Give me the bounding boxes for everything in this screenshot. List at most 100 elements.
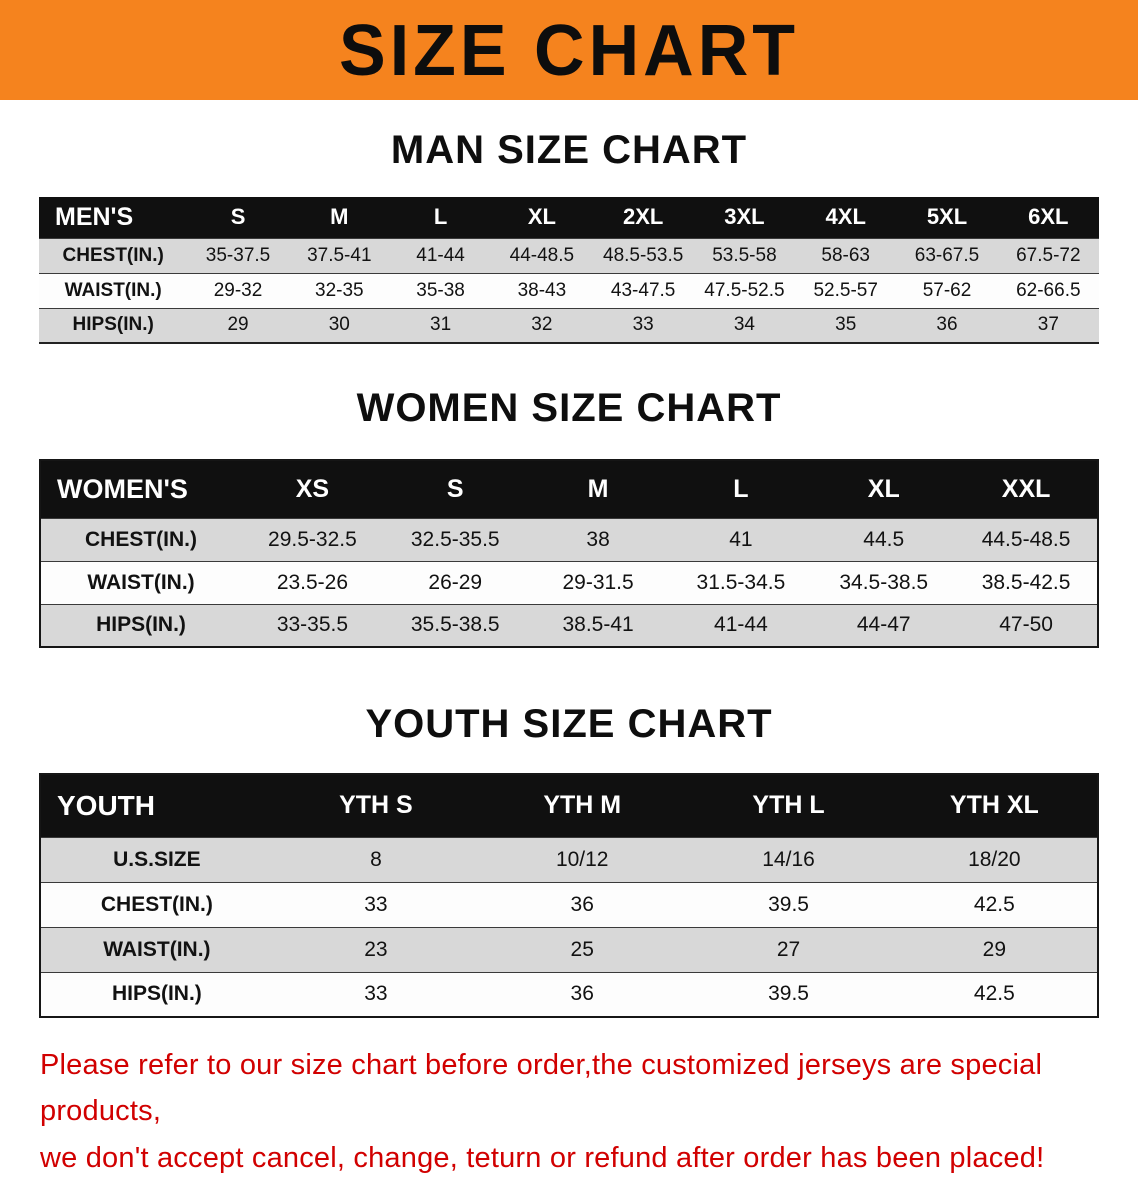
size-column-header: M	[526, 460, 670, 518]
row-label: HIPS(IN.)	[39, 307, 188, 343]
table-row: WAIST(IN.) 23 25 27 29	[40, 926, 1098, 972]
size-value: 67.5-72	[997, 237, 1099, 273]
row-label: WAIST(IN.)	[39, 272, 188, 308]
youth-size-section: YOUTH SIZE CHART YOUTH YTH S YTH M YTH L YTH…	[0, 702, 1138, 1018]
size-column-header: XXL	[955, 460, 1098, 518]
size-value: 41	[669, 517, 813, 561]
size-column-header: 5XL	[896, 197, 998, 238]
size-column-header: YTH XL	[891, 774, 1098, 837]
size-value: 62-66.5	[997, 272, 1099, 308]
table-row: HIPS(IN.) 33-35.5 35.5-38.5 38.5-41 41-44 44-…	[40, 603, 1098, 647]
table-label-header: WOMEN'S	[40, 460, 242, 518]
women-size-table: WOMEN'S XS S M L XL XXL CHEST(IN.) 29.5-32.5 32.…	[39, 459, 1099, 648]
size-value: 35.5-38.5	[383, 603, 527, 647]
youth-section-heading: YOUTH SIZE CHART	[365, 702, 773, 746]
size-chart-banner: SIZE CHART	[0, 0, 1138, 100]
size-value: 30	[288, 307, 390, 343]
size-value: 53.5-58	[693, 237, 796, 273]
size-value: 57-62	[896, 272, 998, 308]
men-header-row: MEN'S S M L XL 2XL 3XL 4XL 5XL 6XL	[39, 197, 1099, 238]
women-size-section: WOMEN SIZE CHART WOMEN'S XS S M L XL XXL CHEST…	[0, 386, 1138, 648]
size-value: 33	[272, 971, 480, 1017]
size-value: 38.5-42.5	[955, 560, 1098, 604]
size-value: 36	[479, 971, 686, 1017]
size-column-header: L	[389, 197, 492, 238]
size-value: 29	[891, 926, 1098, 972]
size-value: 29	[187, 307, 289, 343]
size-value: 29-32	[187, 272, 289, 308]
size-value: 38	[526, 517, 670, 561]
table-row: CHEST(IN.) 35-37.5 37.5-41 41-44 44-48.5 48.5…	[39, 237, 1099, 273]
size-column-header: XL	[491, 197, 593, 238]
women-header-row: WOMEN'S XS S M L XL XXL	[40, 460, 1098, 518]
size-value: 29-31.5	[526, 560, 670, 604]
size-value: 44.5	[812, 517, 956, 561]
table-row: CHEST(IN.) 33 36 39.5 42.5	[40, 881, 1098, 927]
table-label-header: MEN'S	[39, 197, 188, 238]
table-row: HIPS(IN.) 29 30 31 32 33 34 35 36 37	[39, 307, 1099, 343]
row-label: CHEST(IN.)	[40, 881, 273, 927]
table-row: U.S.SIZE 8 10/12 14/16 18/20	[40, 836, 1098, 882]
size-value: 35-37.5	[187, 237, 289, 273]
size-value: 44-48.5	[491, 237, 593, 273]
size-value: 47.5-52.5	[693, 272, 796, 308]
size-value: 31	[389, 307, 492, 343]
size-column-header: XS	[241, 460, 384, 518]
size-column-header: XL	[812, 460, 956, 518]
size-column-header: S	[187, 197, 289, 238]
size-value: 38-43	[491, 272, 593, 308]
table-row: HIPS(IN.) 33 36 39.5 42.5	[40, 971, 1098, 1017]
size-value: 33	[272, 881, 480, 927]
size-column-header: 3XL	[693, 197, 796, 238]
size-value: 32-35	[288, 272, 390, 308]
women-section-heading: WOMEN SIZE CHART	[356, 386, 782, 430]
size-column-header: YTH S	[272, 774, 480, 837]
size-value: 35-38	[389, 272, 492, 308]
size-column-header: YTH L	[685, 774, 892, 837]
size-value: 33-35.5	[241, 603, 384, 647]
size-value: 47-50	[955, 603, 1098, 647]
size-column-header: M	[288, 197, 390, 238]
row-label: U.S.SIZE	[40, 836, 273, 882]
size-value: 25	[479, 926, 686, 972]
row-label: CHEST(IN.)	[39, 237, 188, 273]
size-value: 34.5-38.5	[812, 560, 956, 604]
size-value: 18/20	[891, 836, 1098, 882]
table-row: WAIST(IN.) 29-32 32-35 35-38 38-43 43-47.5 47.…	[39, 272, 1099, 308]
size-value: 36	[479, 881, 686, 927]
row-label: HIPS(IN.)	[40, 603, 242, 647]
size-value: 10/12	[479, 836, 686, 882]
disclaimer-line-1: Please refer to our size chart before or…	[40, 1049, 1043, 1128]
men-size-table: MEN'S S M L XL 2XL 3XL 4XL 5XL 6XL CHEST(IN.) 35-3…	[39, 197, 1099, 344]
page-title: SIZE CHART	[339, 9, 799, 91]
size-value: 63-67.5	[896, 237, 998, 273]
size-column-header: 2XL	[592, 197, 694, 238]
size-value: 39.5	[685, 971, 892, 1017]
table-row: WAIST(IN.) 23.5-26 26-29 29-31.5 31.5-34.5 34…	[40, 560, 1098, 604]
size-value: 23	[272, 926, 480, 972]
size-column-header: 6XL	[997, 197, 1099, 238]
men-section-heading: MAN SIZE CHART	[390, 128, 748, 172]
row-label: WAIST(IN.)	[40, 560, 242, 604]
size-value: 31.5-34.5	[669, 560, 813, 604]
row-label: WAIST(IN.)	[40, 926, 273, 972]
size-value: 44-47	[812, 603, 956, 647]
youth-size-table: YOUTH YTH S YTH M YTH L YTH XL U.S.SIZE 8 10/1…	[39, 773, 1099, 1018]
size-value: 29.5-32.5	[241, 517, 384, 561]
size-value: 37.5-41	[288, 237, 390, 273]
size-value: 44.5-48.5	[955, 517, 1098, 561]
size-value: 8	[272, 836, 480, 882]
size-value: 37	[997, 307, 1099, 343]
size-value: 41-44	[389, 237, 492, 273]
size-value: 48.5-53.5	[592, 237, 694, 273]
size-value: 36	[896, 307, 998, 343]
table-row: CHEST(IN.) 29.5-32.5 32.5-35.5 38 41 44.5 44.5…	[40, 517, 1098, 561]
row-label: HIPS(IN.)	[40, 971, 273, 1017]
size-value: 34	[693, 307, 796, 343]
size-value: 42.5	[891, 971, 1098, 1017]
size-value: 58-63	[795, 237, 897, 273]
men-size-section: MAN SIZE CHART MEN'S S M L XL 2XL 3XL 4XL 5XL 6XL…	[0, 128, 1138, 344]
size-value: 38.5-41	[526, 603, 670, 647]
size-column-header: S	[383, 460, 527, 518]
size-column-header: L	[669, 460, 813, 518]
